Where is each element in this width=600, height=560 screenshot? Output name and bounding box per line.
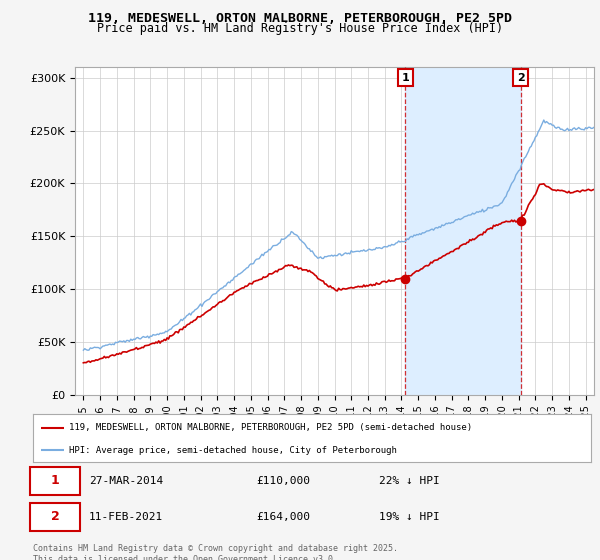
Text: 2: 2: [517, 73, 524, 83]
Text: Contains HM Land Registry data © Crown copyright and database right 2025.
This d: Contains HM Land Registry data © Crown c…: [33, 544, 398, 560]
Text: 119, MEDESWELL, ORTON MALBORNE, PETERBOROUGH, PE2 5PD: 119, MEDESWELL, ORTON MALBORNE, PETERBOR…: [88, 12, 512, 25]
Text: 22% ↓ HPI: 22% ↓ HPI: [379, 476, 440, 486]
Bar: [406, 67, 521, 395]
Text: 119, MEDESWELL, ORTON MALBORNE, PETERBOROUGH, PE2 5PD (semi-detached house): 119, MEDESWELL, ORTON MALBORNE, PETERBOR…: [69, 423, 472, 432]
Text: Price paid vs. HM Land Registry's House Price Index (HPI): Price paid vs. HM Land Registry's House …: [97, 22, 503, 35]
Text: 1: 1: [401, 73, 409, 83]
FancyBboxPatch shape: [30, 467, 80, 495]
Text: 2: 2: [51, 510, 59, 523]
Text: £164,000: £164,000: [256, 512, 310, 521]
FancyBboxPatch shape: [30, 503, 80, 531]
Text: 27-MAR-2014: 27-MAR-2014: [89, 476, 163, 486]
Text: 1: 1: [51, 474, 59, 487]
Text: HPI: Average price, semi-detached house, City of Peterborough: HPI: Average price, semi-detached house,…: [69, 446, 397, 455]
Text: 11-FEB-2021: 11-FEB-2021: [89, 512, 163, 521]
Text: £110,000: £110,000: [256, 476, 310, 486]
Text: 19% ↓ HPI: 19% ↓ HPI: [379, 512, 440, 521]
